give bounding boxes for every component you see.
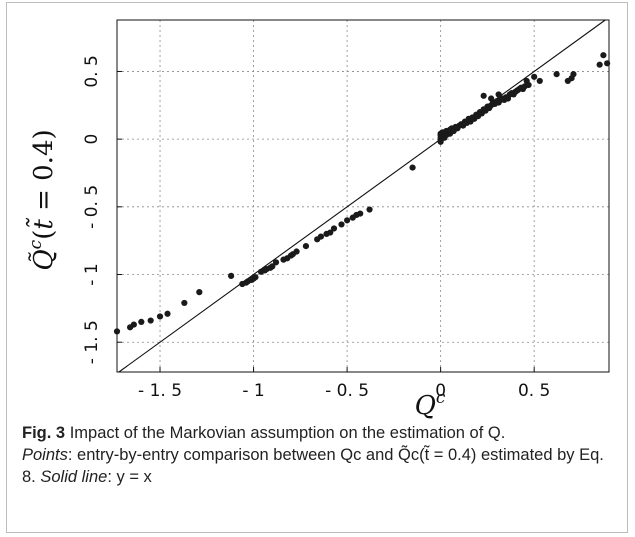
grid-layer [117, 20, 609, 372]
data-point [113, 328, 121, 335]
y-axis-label: Q̃c(t̃ = 0.4) [25, 129, 59, 270]
y-tick-label: 0 [82, 134, 102, 145]
data-point [536, 77, 543, 85]
caption-line-label: Solid line [40, 468, 108, 486]
data-point [302, 242, 310, 250]
points-layer [113, 52, 611, 335]
data-point [604, 60, 611, 67]
data-point [147, 317, 154, 324]
data-point [196, 289, 203, 296]
data-point [228, 272, 235, 279]
y-tick-label: 0. 5 [82, 55, 102, 87]
y-tick-label: - 1 [82, 263, 102, 285]
data-point [269, 263, 276, 270]
figure-frame [6, 2, 628, 533]
caption-points-text: : entry-by-entry comparison between Qc a… [22, 446, 604, 486]
figure-caption: Fig. 3 Impact of the Markovian assumptio… [22, 422, 617, 488]
data-point [343, 217, 351, 224]
data-point [495, 91, 502, 98]
data-point [480, 92, 487, 99]
data-point [570, 71, 577, 78]
data-point [130, 321, 137, 328]
scatter-plot: - 1. 5 - 1 - 0. 5 0 0. 5 - 1. 5 - 1 - 0. 5 0 0. 5… [25, 19, 611, 420]
data-point [293, 248, 300, 255]
data-point [164, 310, 171, 317]
x-axis-label: Qc [415, 388, 446, 420]
data-point [252, 274, 259, 281]
figure-label: Fig. 3 [22, 424, 66, 442]
data-point [156, 313, 164, 320]
data-point [523, 77, 530, 85]
identity-line [118, 19, 606, 373]
plot-area-border [116, 19, 610, 373]
data-point [317, 233, 325, 240]
y-tick-label: - 1. 5 [82, 320, 102, 364]
caption-points-label: Points [22, 446, 68, 464]
data-point [366, 206, 373, 213]
data-point [600, 52, 607, 59]
data-point [327, 229, 334, 236]
data-point [409, 164, 416, 171]
tick-labels: - 1. 5 - 1 - 0. 5 0 0. 5 - 1. 5 - 1 - 0. 5 0 0. 5 [82, 55, 550, 401]
data-point [272, 259, 280, 266]
data-point [330, 225, 338, 232]
data-point [488, 95, 495, 102]
data-point [181, 299, 188, 307]
data-point [531, 73, 538, 80]
x-tick-label: - 1 [242, 381, 264, 401]
x-tick-label: 0 [435, 381, 446, 401]
data-point [357, 210, 364, 217]
x-tick-label: 0. 5 [518, 381, 550, 401]
data-point [596, 61, 603, 68]
data-point [437, 138, 444, 145]
y-tick-label: - 0. 5 [82, 185, 102, 229]
x-tick-label: - 1. 5 [138, 381, 182, 401]
caption-title: Impact of the Markovian assumption on th… [69, 424, 506, 442]
data-point [553, 71, 560, 78]
x-tick-label: - 0. 5 [325, 381, 369, 401]
caption-line-text: : y = x [107, 468, 152, 486]
data-point [138, 318, 145, 326]
data-point [338, 221, 345, 228]
